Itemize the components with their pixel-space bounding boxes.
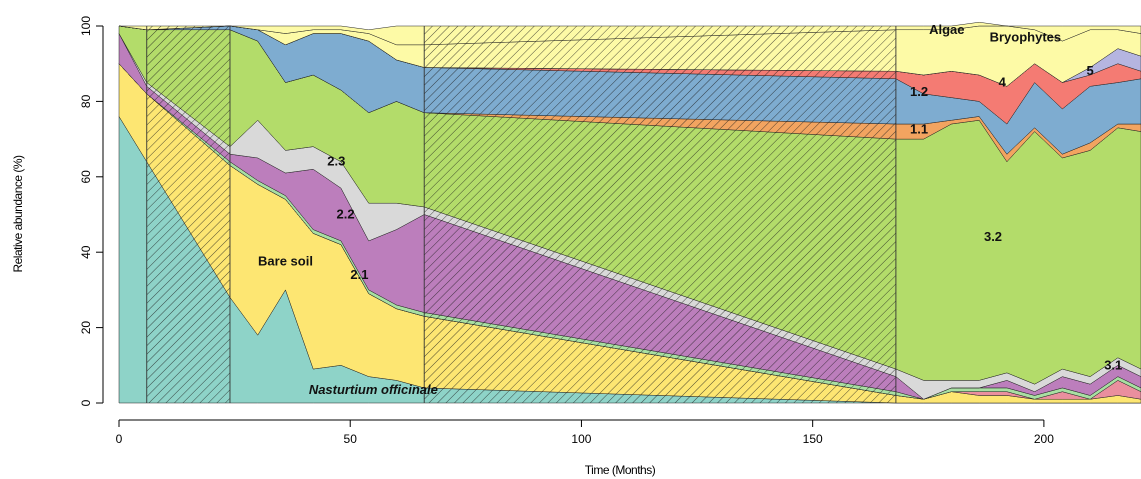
shaded-period-2: [424, 26, 896, 403]
shaded-period-1: [146, 26, 230, 403]
series-label-1-1: 1.1: [910, 122, 928, 137]
series-label-bare-soil: Bare soil: [258, 254, 313, 269]
y-tick-label: 100: [79, 16, 93, 36]
y-tick-label: 0: [79, 399, 93, 406]
y-tick-label: 60: [79, 170, 93, 184]
y-axis-title: Relative abundance (%): [11, 155, 25, 273]
series-label-4: 4: [999, 75, 1007, 90]
series-label-bryophytes: Bryophytes: [990, 29, 1062, 44]
x-tick-label: 200: [1034, 432, 1054, 446]
series-label-3-1: 3.1: [1104, 357, 1122, 372]
series-label-2-3: 2.3: [327, 154, 345, 169]
series-label-algae: Algae: [929, 22, 964, 37]
shaded-periods: [146, 26, 897, 403]
x-tick-label: 150: [803, 432, 823, 446]
series-label-2-2: 2.2: [337, 207, 355, 222]
x-tick-label: 100: [571, 432, 591, 446]
axes: 0 50 100 150 200 0 20 40 60 80 100: [79, 16, 1054, 446]
series-label-nasturtium-officinale: Nasturtium officinale: [309, 382, 438, 397]
series-label-2-1: 2.1: [350, 267, 368, 282]
series-label-3-2: 3.2: [984, 229, 1002, 244]
x-tick-label: 50: [344, 432, 358, 446]
x-tick-label: 0: [116, 432, 123, 446]
series-label-5: 5: [1087, 63, 1094, 78]
series-label-1-2: 1.2: [910, 84, 928, 99]
series-labels: Nasturtium officinale Bare soil 3.1 2.1 2.2 2…: [258, 22, 1122, 397]
y-tick-label: 20: [79, 321, 93, 335]
y-tick-label: 40: [79, 245, 93, 259]
y-tick-label: 80: [79, 94, 93, 108]
x-axis-title: Time (Months): [585, 463, 656, 477]
